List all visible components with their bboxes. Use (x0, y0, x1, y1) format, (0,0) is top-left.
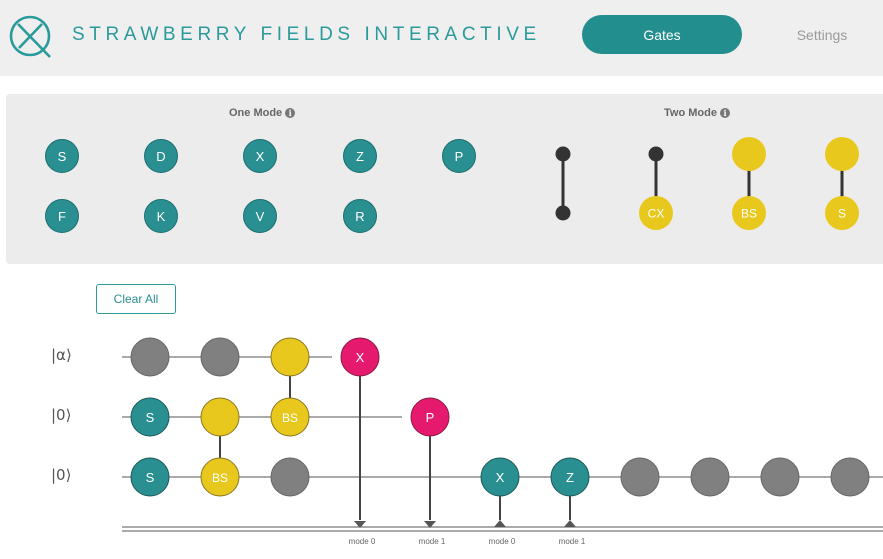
mode-label-2: |0⟩ (51, 466, 72, 484)
palette-gate-f[interactable]: F (45, 199, 79, 233)
s-mode1-label: S (146, 410, 155, 425)
circuit-gate-bs[interactable] (200, 457, 240, 497)
measure-label: mode 1 (419, 537, 446, 546)
circuit-gate-s[interactable] (130, 457, 170, 497)
mode-label-1: |0⟩ (51, 406, 72, 424)
measure-arrow-up-icon (494, 520, 506, 527)
circuit-gate-z[interactable] (550, 457, 590, 497)
palette-gate-cx[interactable]: CX (639, 146, 673, 231)
measure-label: mode 0 (349, 537, 376, 546)
palette-gate-p[interactable]: P (442, 139, 476, 173)
circuit-gate-empty[interactable] (130, 337, 170, 377)
circuit-gate-bs-top[interactable] (270, 337, 310, 377)
circuit-gate-empty[interactable] (760, 457, 800, 497)
measure-label: mode 0 (489, 537, 516, 546)
two-mode-title: Two Mode (664, 107, 717, 119)
strawberry-fields-logo-icon (9, 15, 51, 58)
measure-arrow-down-icon (424, 521, 436, 528)
gate-palette: One Mode i Two Mode i S D X Z P F K V R … (6, 94, 883, 264)
palette-gate-d[interactable]: D (144, 139, 178, 173)
palette-gate-s[interactable]: S (45, 139, 79, 173)
circuit-canvas[interactable]: X S BS P S BS X Z mode 0 mode 1 mode 0 m… (0, 320, 883, 559)
measure-label: mode 1 (559, 537, 586, 546)
circuit-gate-empty[interactable] (200, 337, 240, 377)
two-mode-gates: CX BS S (555, 137, 859, 231)
measure-arrow-down-icon (354, 521, 366, 528)
bs-label: BS (741, 207, 757, 221)
two-mode-section-title: Two Mode i (664, 107, 730, 119)
circuit-gate-x[interactable] (480, 457, 520, 497)
brand-title: STRAWBERRY FIELDS INTERACTIVE (72, 24, 541, 45)
mode-label-0: |α⟩ (51, 346, 72, 364)
s-mode2-label: S (146, 470, 155, 485)
circuit-gate-s[interactable] (130, 397, 170, 437)
palette-gate-z[interactable]: Z (343, 139, 377, 173)
palette-gate-k[interactable]: K (144, 199, 178, 233)
s2-label: S (838, 207, 846, 221)
info-icon[interactable]: i (719, 108, 730, 118)
circuit-gate-bs[interactable] (270, 397, 310, 437)
x-pink-label: X (356, 350, 365, 365)
info-icon[interactable]: i (285, 108, 296, 118)
circuit-gate-empty[interactable] (270, 457, 310, 497)
palette-gate-measure-link[interactable] (555, 146, 571, 221)
one-mode-title: One Mode (229, 107, 283, 119)
palette-gate-r[interactable]: R (343, 199, 377, 233)
x-mode2-label: X (496, 470, 505, 485)
tab-settings[interactable]: Settings (796, 26, 848, 43)
circuit-gate-p-pink[interactable] (410, 397, 450, 437)
p-pink-label: P (426, 410, 435, 425)
tab-gates[interactable]: Gates (582, 15, 742, 54)
palette-gate-s2[interactable]: S (825, 137, 859, 230)
app-header: STRAWBERRY FIELDS INTERACTIVE Gates Sett… (0, 0, 883, 76)
one-mode-section-title: One Mode i (229, 107, 296, 119)
circuit-gate-empty[interactable] (620, 457, 660, 497)
measure-arrow-up-icon (564, 520, 576, 527)
bs-top-label: BS (282, 411, 298, 425)
cx-label: CX (648, 207, 665, 221)
palette-gate-v[interactable]: V (243, 199, 277, 233)
circuit-gate-empty[interactable] (830, 457, 870, 497)
palette-gate-bs[interactable]: BS (732, 137, 766, 230)
palette-gate-x[interactable]: X (243, 139, 277, 173)
bs-bottom-label: BS (212, 471, 228, 485)
circuit-gate-x-pink[interactable] (340, 337, 380, 377)
clear-all-button[interactable]: Clear All (96, 284, 176, 314)
circuit-gate-bs-top-2[interactable] (200, 397, 240, 437)
z-mode2-label: Z (566, 470, 574, 485)
circuit-gate-empty[interactable] (690, 457, 730, 497)
